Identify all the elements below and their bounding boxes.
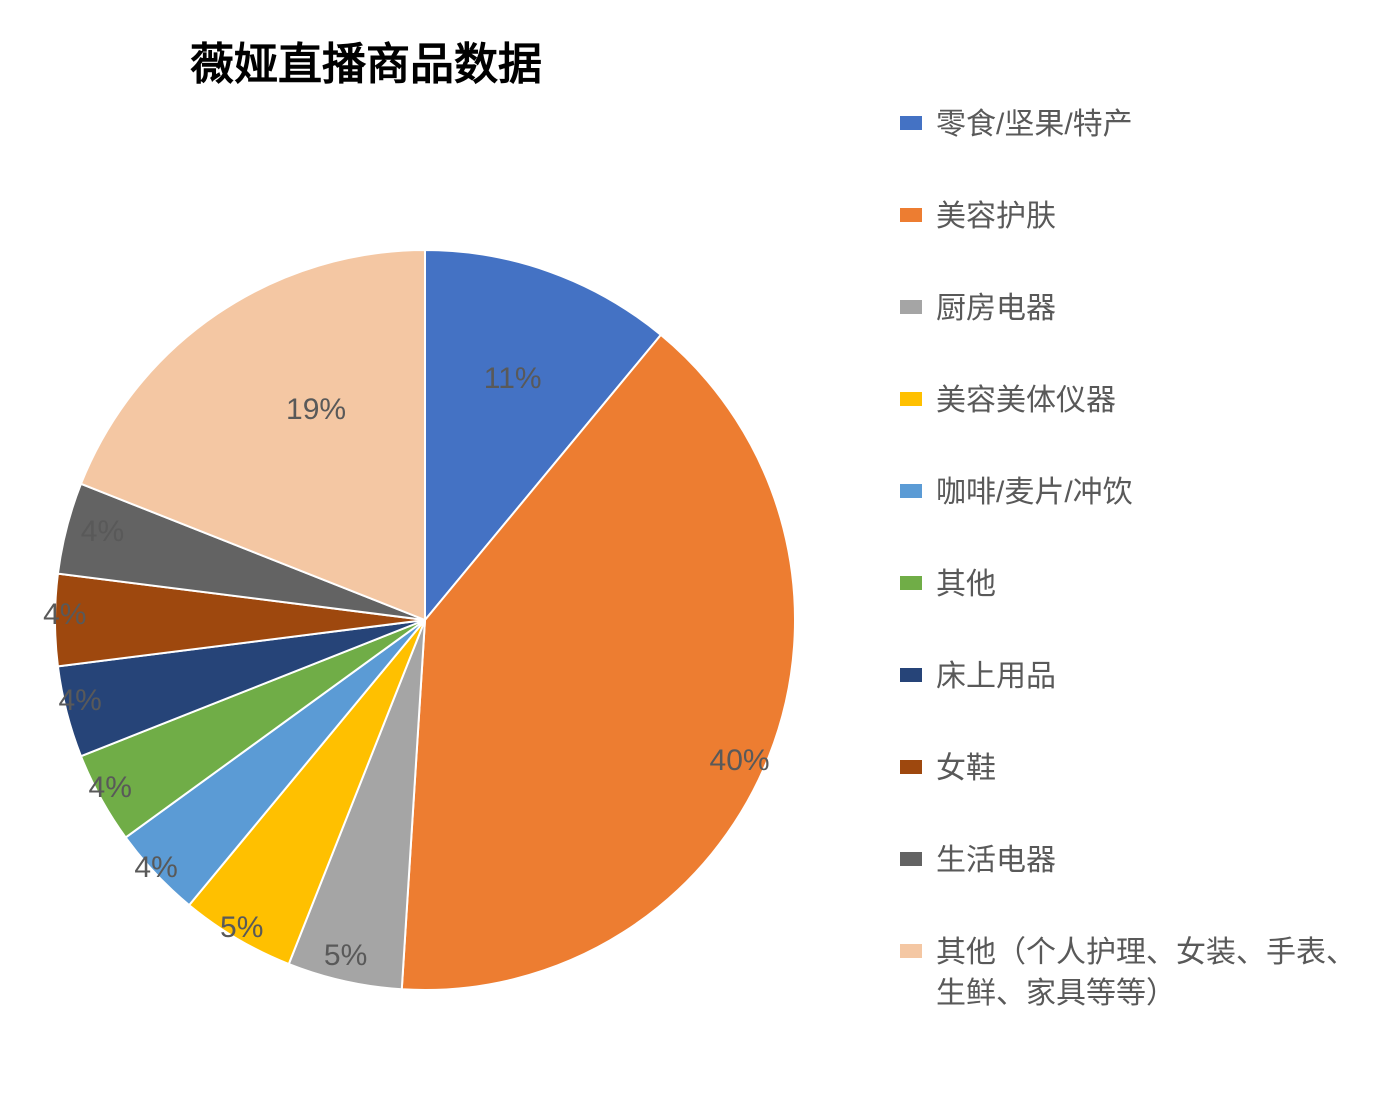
- legend-swatch: [900, 208, 922, 222]
- legend-swatch: [900, 392, 922, 406]
- legend-label: 生活电器: [936, 841, 1056, 882]
- legend-label: 美容美体仪器: [936, 381, 1116, 422]
- legend-swatch: [900, 300, 922, 314]
- legend-swatch: [900, 760, 922, 774]
- slice-label: 11%: [484, 362, 542, 396]
- chart-container: 薇娅直播商品数据 11% 40% 5% 5% 4% 4% 4% 4% 4% 19% 零食/坚果/特…: [0, 0, 1399, 1095]
- legend-swatch: [900, 944, 922, 958]
- legend-swatch: [900, 852, 922, 866]
- slice-label: 4%: [58, 684, 101, 718]
- legend-item: 生活电器: [900, 841, 1380, 882]
- slice-label: 4%: [134, 851, 177, 885]
- legend-item: 零食/坚果/特产: [900, 105, 1380, 146]
- legend-label: 床上用品: [936, 657, 1056, 698]
- pie-svg: [45, 240, 805, 1000]
- slice-label: 4%: [43, 598, 86, 632]
- legend-swatch: [900, 668, 922, 682]
- slice-label: 5%: [220, 911, 263, 945]
- slice-label: 5%: [324, 939, 367, 973]
- legend-item: 床上用品: [900, 657, 1380, 698]
- legend-item: 咖啡/麦片/冲饮: [900, 473, 1380, 514]
- legend-label: 零食/坚果/特产: [936, 105, 1133, 146]
- legend-swatch: [900, 116, 922, 130]
- legend-label: 其他（个人护理、女装、手表、生鲜、家具等等）: [936, 933, 1380, 1014]
- slice-label: 19%: [286, 393, 346, 427]
- legend-label: 美容护肤: [936, 197, 1056, 238]
- slice-label: 4%: [81, 515, 124, 549]
- legend-swatch: [900, 576, 922, 590]
- legend-item: 女鞋: [900, 749, 1380, 790]
- slice-label: 4%: [89, 771, 132, 805]
- legend-item: 厨房电器: [900, 289, 1380, 330]
- legend-label: 厨房电器: [936, 289, 1056, 330]
- legend-label: 其他: [936, 565, 996, 606]
- legend-item: 美容美体仪器: [900, 381, 1380, 422]
- legend-item: 其他: [900, 565, 1380, 606]
- legend-label: 咖啡/麦片/冲饮: [936, 473, 1133, 514]
- legend-item: 美容护肤: [900, 197, 1380, 238]
- legend-label: 女鞋: [936, 749, 996, 790]
- legend-swatch: [900, 484, 922, 498]
- chart-title: 薇娅直播商品数据: [190, 28, 542, 92]
- legend-item: 其他（个人护理、女装、手表、生鲜、家具等等）: [900, 933, 1380, 1014]
- pie-chart: [45, 240, 805, 1005]
- slice-label: 40%: [710, 744, 770, 778]
